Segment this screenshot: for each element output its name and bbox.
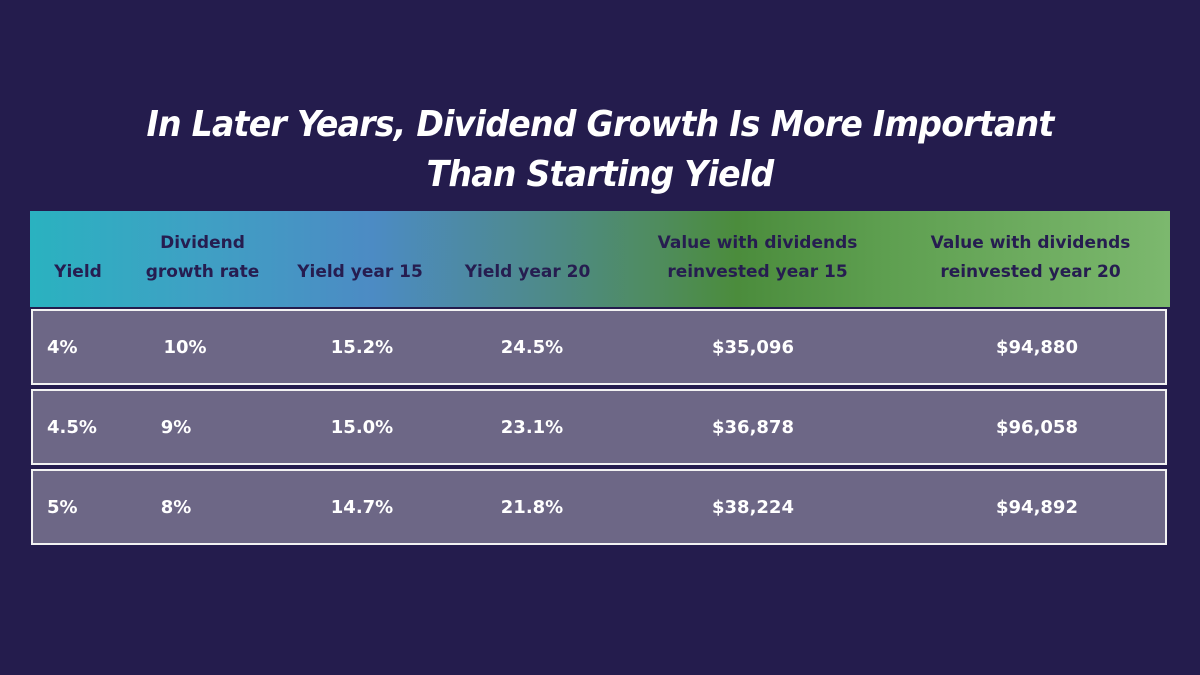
cell-yield: 4% <box>47 336 78 358</box>
header-value-year-15-line1: Value with dividends <box>657 233 858 253</box>
header-yield-label: Yield <box>54 262 102 282</box>
header-yield-year-15-label: Yield year 15 <box>297 262 423 282</box>
header-yield: Yield <box>30 211 126 307</box>
header-value-year-20-line2: reinvested year 20 <box>940 262 1121 282</box>
cell-value-year-20: $96,058 <box>996 416 1078 438</box>
header-value-year-15: Value with dividends reinvested year 15 <box>625 211 890 307</box>
page-title: In Later Years, Dividend Growth Is More … <box>48 100 1152 200</box>
cell-dividend-growth-rate: 10% <box>163 336 207 358</box>
header-yield-year-15: Yield year 15 <box>280 211 440 307</box>
table-row: 5% 8% 14.7% 21.8% $38,224 $94,892 <box>31 469 1167 545</box>
header-dividend-growth-rate: Dividend growth rate <box>130 211 275 307</box>
cell-yield: 5% <box>47 496 78 518</box>
header-dividend-growth-rate-line1: Dividend <box>160 233 245 253</box>
cell-yield-year-15: 15.2% <box>330 336 394 358</box>
cell-value-year-15: $36,878 <box>712 416 794 438</box>
header-yield-year-20-label: Yield year 20 <box>464 262 591 282</box>
header-dividend-growth-rate-line2: growth rate <box>145 262 260 282</box>
cell-yield-year-20: 24.5% <box>500 336 564 358</box>
header-value-year-20-line1: Value with dividends <box>930 233 1131 253</box>
table-header: Yield Dividend growth rate Yield year 15… <box>30 211 1170 307</box>
cell-yield-year-15: 15.0% <box>330 416 394 438</box>
cell-yield-year-20: 21.8% <box>500 496 564 518</box>
header-value-year-15-line2: reinvested year 15 <box>667 262 848 282</box>
table-row: 4.5% 9% 15.0% 23.1% $36,878 $96,058 <box>31 389 1167 465</box>
cell-value-year-20: $94,892 <box>996 496 1078 518</box>
cell-yield-year-15: 14.7% <box>330 496 394 518</box>
cell-dividend-growth-rate: 8% <box>160 496 192 518</box>
cell-yield: 4.5% <box>47 416 97 438</box>
header-value-year-20: Value with dividends reinvested year 20 <box>898 211 1163 307</box>
title-line-1: In Later Years, Dividend Growth Is More … <box>146 104 1054 145</box>
table-row: 4% 10% 15.2% 24.5% $35,096 $94,880 <box>31 309 1167 385</box>
title-line-2: Than Starting Yield <box>426 154 775 195</box>
cell-value-year-20: $94,880 <box>996 336 1078 358</box>
cell-dividend-growth-rate: 9% <box>160 416 192 438</box>
cell-value-year-15: $35,096 <box>712 336 794 358</box>
header-yield-year-20: Yield year 20 <box>445 211 610 307</box>
cell-value-year-15: $38,224 <box>712 496 794 518</box>
cell-yield-year-20: 23.1% <box>500 416 564 438</box>
